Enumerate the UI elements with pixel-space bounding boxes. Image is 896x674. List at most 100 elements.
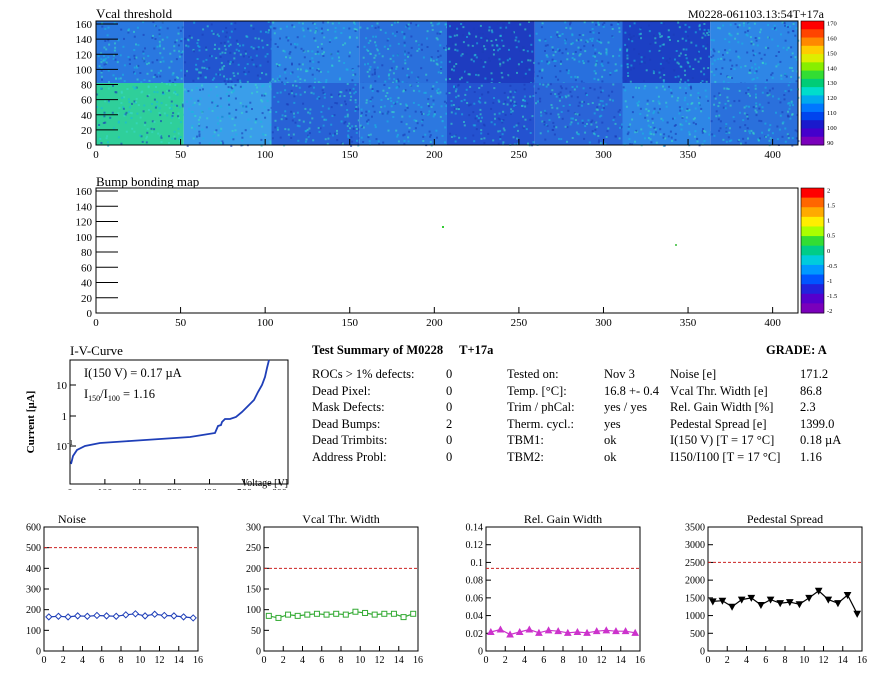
pixel-noise: [265, 73, 268, 76]
pixel-noise: [768, 139, 771, 142]
pixel-noise: [154, 73, 157, 76]
pixel-noise: [199, 88, 202, 91]
pixel-noise: [392, 81, 395, 84]
pixel-noise: [284, 77, 287, 80]
pixel-noise: [576, 96, 579, 99]
pixel-noise: [685, 120, 688, 123]
pixel-noise: [494, 56, 497, 59]
data-point: [843, 592, 852, 600]
pixel-noise: [755, 111, 758, 114]
pixel-noise: [480, 84, 483, 87]
pixel-noise: [580, 80, 583, 83]
summary-label: Therm. cycl.:: [507, 416, 574, 431]
pixel-noise: [500, 71, 503, 74]
pixel-noise: [632, 96, 635, 99]
pixel-noise: [368, 75, 371, 78]
pixel-noise: [463, 124, 466, 127]
pixel-noise: [570, 121, 573, 124]
pixel-noise: [585, 40, 588, 43]
pixel-noise: [516, 71, 518, 74]
pixel-noise: [677, 62, 680, 65]
pixel-noise: [552, 49, 555, 51]
pixel-noise: [355, 28, 358, 31]
pixel-noise: [652, 100, 655, 103]
pixel-noise: [571, 42, 574, 45]
pixel-noise: [731, 77, 733, 79]
pixel-noise: [306, 128, 309, 131]
pixel-noise: [223, 75, 225, 78]
pixel-noise: [408, 115, 411, 118]
pixel-noise: [708, 31, 711, 34]
pixel-noise: [540, 26, 543, 29]
pixel-noise: [746, 29, 749, 32]
pixel-noise: [748, 105, 750, 108]
pixel-noise: [142, 33, 145, 36]
pixel-noise: [602, 104, 605, 107]
pixel-noise: [443, 100, 446, 103]
pixel-noise: [298, 119, 301, 122]
pixel-noise: [192, 104, 195, 106]
pixel-noise: [349, 51, 351, 54]
pixel-noise: [390, 67, 393, 70]
pixel-noise: [105, 61, 108, 64]
pixel-noise: [422, 112, 425, 115]
pixel-noise: [235, 133, 238, 136]
pixel-noise: [574, 79, 577, 82]
pixel-noise: [152, 34, 154, 37]
pixel-noise: [583, 101, 585, 104]
pixel-noise: [486, 38, 489, 40]
data-point: [73, 612, 82, 620]
pixel-noise: [678, 106, 681, 109]
data-point: [141, 612, 149, 620]
pixel-noise: [707, 67, 710, 69]
pixel-noise: [369, 98, 372, 101]
pixel-noise: [698, 28, 701, 31]
pixel-noise: [532, 95, 535, 97]
pixel-noise: [239, 79, 242, 82]
pixel-noise: [263, 93, 266, 96]
pixel-noise: [557, 48, 560, 51]
pixel-noise: [159, 69, 162, 72]
pixel-noise: [401, 80, 404, 83]
pixel-noise: [576, 85, 579, 88]
pixel-noise: [252, 47, 255, 50]
pixel-noise: [752, 106, 755, 109]
pixel-noise: [364, 63, 366, 66]
pixel-noise: [497, 117, 500, 120]
pixel-noise: [501, 76, 504, 79]
pixel-noise: [178, 117, 180, 119]
pixel-noise: [230, 22, 233, 25]
pixel-noise: [224, 48, 227, 51]
pixel-noise: [551, 128, 554, 131]
pixel-noise: [502, 102, 505, 105]
pixel-noise: [112, 57, 115, 60]
pixel-noise: [115, 91, 118, 94]
pixel-noise: [733, 100, 736, 103]
pixel-noise: [380, 98, 383, 101]
pixel-noise: [697, 60, 700, 63]
pixel-noise: [535, 32, 538, 35]
pixel-noise: [266, 99, 269, 102]
colorbar-tick-label: 0.5: [827, 233, 835, 240]
pixel-noise: [750, 40, 753, 43]
pixel-noise: [173, 130, 176, 133]
pixel-noise: [603, 138, 605, 141]
pixel-noise: [708, 133, 711, 136]
pixel-noise: [781, 111, 784, 114]
pixel-noise: [216, 94, 219, 97]
pixel-noise: [406, 74, 409, 77]
pixel-noise: [296, 36, 299, 39]
pixel-noise: [624, 80, 627, 83]
pixel-noise: [628, 138, 631, 140]
pixel-noise: [387, 38, 390, 41]
pixel-noise: [217, 140, 220, 143]
pixel-noise: [486, 39, 489, 42]
pixel-noise: [401, 67, 404, 70]
pixel-noise: [140, 81, 143, 84]
pixel-noise: [348, 27, 351, 30]
pixel-noise: [254, 121, 257, 124]
pixel-noise: [390, 105, 393, 108]
pixel-noise: [499, 138, 502, 141]
pixel-noise: [502, 141, 505, 144]
